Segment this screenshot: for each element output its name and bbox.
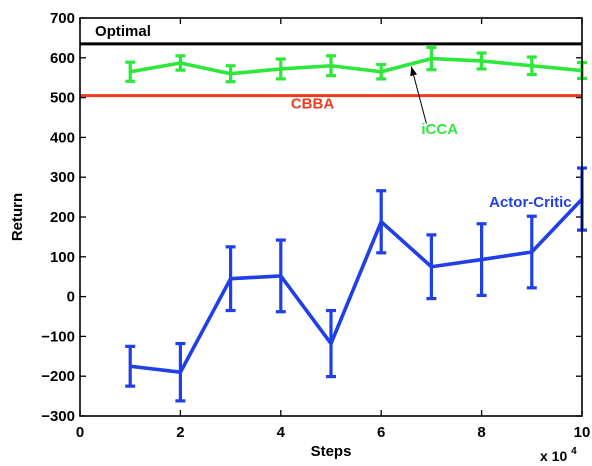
y-tick-label: 300 [50,169,75,186]
series-label-cbba: CBBA [291,95,334,112]
x-multiplier-exponent: 4 [571,446,577,457]
y-tick-label: 200 [50,209,75,226]
ticks-layer: 0 2 4 6 8 10 −300 −200 −100 0 100 200 300 400 500 600 70… [41,10,590,441]
y-tick-label: −200 [41,368,75,385]
x-tick-label: 2 [176,424,184,441]
y-tick-label: 600 [50,50,75,67]
x-multiplier-label: x 10 4 [540,446,577,464]
x-multiplier-base: x 10 [540,448,567,464]
x-axis-label: Steps [311,443,352,460]
series-actor-critic-line [129,197,584,375]
x-tick-label: 4 [277,424,286,441]
x-tick-label: 0 [76,424,84,441]
y-tick-label: 400 [50,129,75,146]
x-tick-label: 6 [377,424,385,441]
labels-layer: Optimal CBBA iCCA Actor-Critic [95,23,572,211]
series-label-actor-critic: Actor-Critic [489,194,572,211]
y-tick-label: 700 [50,10,75,27]
y-tick-label: −100 [41,328,75,345]
series-icca-line [129,56,583,76]
series-label-icca: iCCA [421,121,458,138]
series-label-optimal: Optimal [95,23,151,40]
y-tick-label: −300 [41,408,75,425]
y-tick-label: 500 [50,90,75,107]
x-tick-label: 10 [574,424,591,441]
y-tick-label: 0 [67,289,75,306]
annotation-arrow-head [410,66,418,77]
annotation-arrow-line [410,66,427,124]
y-tick-label: 100 [50,249,75,266]
y-axis-label: Return [9,193,26,241]
x-tick-label: 8 [477,424,485,441]
